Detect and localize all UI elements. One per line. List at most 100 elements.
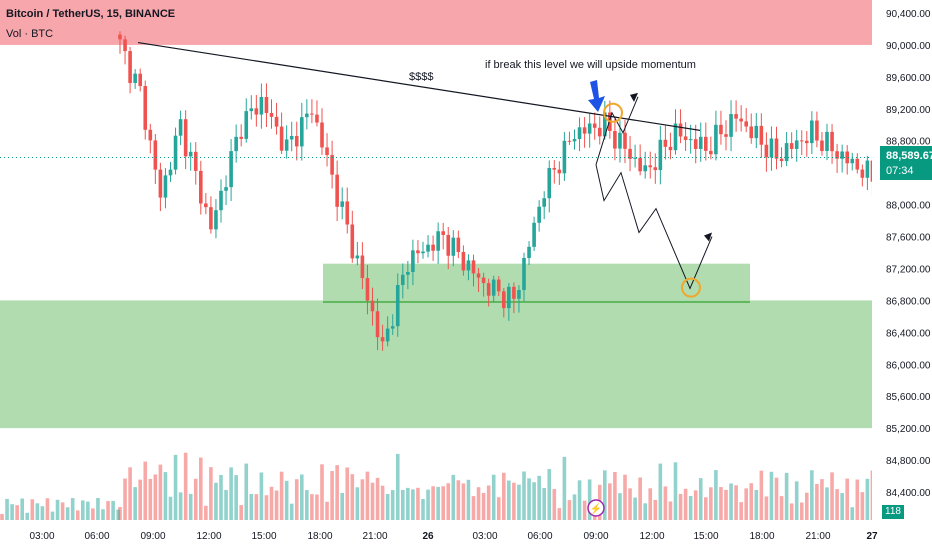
volume-bar [138,479,142,520]
volume-bars [0,452,915,520]
time-axis[interactable]: 03:00 06:00 09:00 12:00 15:00 18:00 21:00 26 03:… [29,531,878,542]
volume-value-badge: 118 [882,505,904,519]
volume-bar [704,497,708,520]
candle [643,151,647,179]
volume-bar [60,502,65,520]
candle [254,95,259,127]
candle [461,245,466,276]
volume-bar [658,463,663,520]
candle-body [673,123,678,151]
candle-body [294,136,299,147]
volume-bar [148,478,153,520]
candle [224,175,228,206]
candle-body [820,140,824,152]
candle-body [658,139,663,171]
candle-body [426,244,430,252]
candle-body [456,237,461,253]
candle [537,200,541,232]
candle [522,252,526,302]
candle [597,116,602,145]
volume-bar [724,489,728,520]
price-axis[interactable]: 90,400.00 90,000.00 89,600.00 89,200.00 88,8… [872,0,932,550]
candle-body [305,113,309,118]
candle [214,199,218,239]
candle-body [244,111,249,139]
candles [118,31,915,351]
price-tick-label: 86,400.00 [886,328,931,339]
candle [512,282,516,314]
volume-bar [55,499,60,520]
volume-bar [507,480,511,520]
volume-indicator-label[interactable]: Vol · BTC [6,28,54,40]
volume-bar [789,503,794,520]
candle [592,112,597,140]
candle [123,35,127,65]
candle-body [441,231,445,235]
candle [774,126,779,170]
volume-bar [562,456,567,520]
volume-bar [75,510,80,520]
candle [426,235,430,258]
candle-body [618,132,622,149]
candle [678,109,683,144]
volume-bar [385,493,390,520]
candle-body [411,250,415,272]
candle [805,130,809,157]
volume-bar [178,492,183,520]
candle-body [648,165,653,168]
candle-body [653,167,658,171]
candle-body [320,122,324,148]
candle-body [395,284,400,327]
candle-body [330,155,334,175]
candle-body [522,258,526,291]
volume-bar [320,464,324,520]
candle-body [739,118,743,122]
time-tick-label: 18:00 [749,531,774,542]
volume-bar [830,472,834,520]
volume-bar [375,477,380,520]
candle [749,113,754,144]
candle [542,191,546,220]
candle-body [527,246,531,259]
candle [698,122,703,162]
candle [264,83,269,128]
candle [350,210,355,263]
candle-body [279,126,284,151]
candle [623,120,627,164]
candle [193,142,198,185]
candle [704,122,708,161]
candle [577,117,582,152]
candle [421,241,425,259]
candle-body [204,203,208,208]
volume-bar [582,500,587,520]
candle-body [714,124,718,155]
candle [744,108,748,133]
volume-bar [411,489,415,520]
volume-bar [239,505,243,520]
symbol-title[interactable]: Bitcoin / TetherUS, 15, BINANCE [6,8,176,20]
volume-bar [35,503,40,520]
candle-body [779,158,784,162]
candle-body [360,255,365,279]
volume-bar [820,479,824,520]
volume-bar [143,461,148,520]
candle [638,144,642,176]
price-tick-label: 87,600.00 [886,233,931,244]
candle [562,132,567,181]
volume-bar [527,478,531,520]
candle [850,152,855,171]
candle [860,164,865,187]
volume-bar [587,479,592,520]
volume-bar [794,481,799,520]
candle-body [547,167,552,199]
candle-body [693,139,698,149]
volume-bar [638,477,642,520]
candle [133,69,137,89]
volume-bar [153,474,158,520]
volume-bar [825,487,829,520]
volume-bar [370,482,375,520]
volume-bar [815,483,819,520]
support-zone [0,300,872,429]
